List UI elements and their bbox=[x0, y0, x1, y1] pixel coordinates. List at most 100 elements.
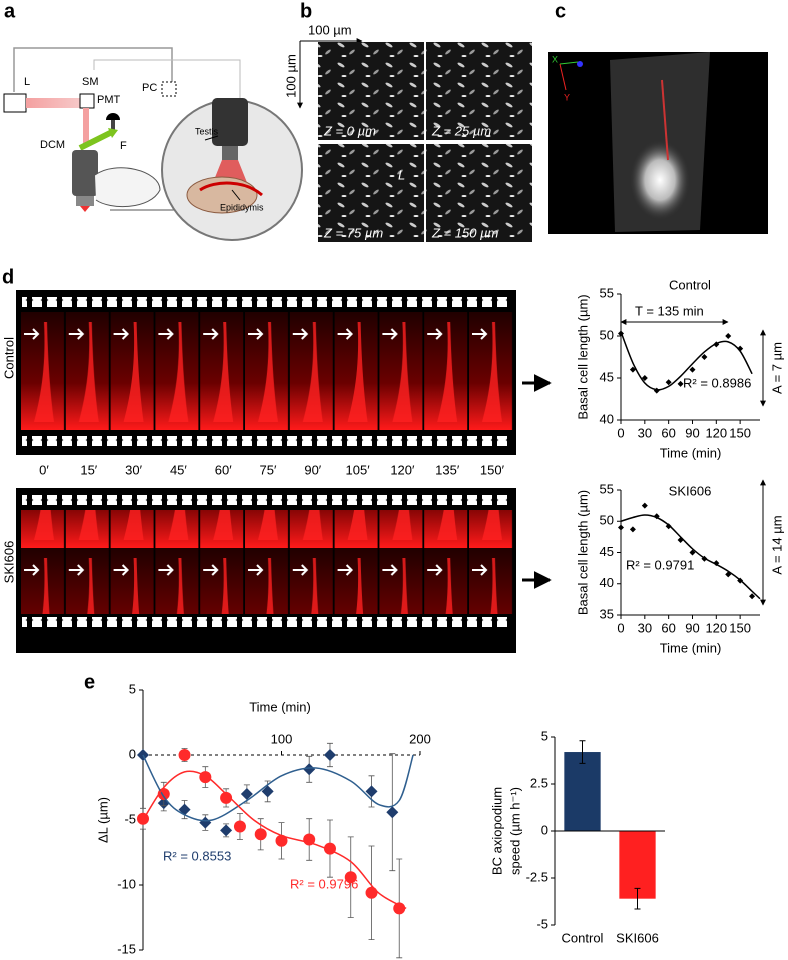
fit-line bbox=[620, 514, 761, 600]
data-point bbox=[689, 366, 696, 373]
x-tick-label: Control bbox=[562, 930, 604, 945]
x-tick-label: 150 bbox=[729, 620, 751, 635]
panel-label: d bbox=[2, 266, 14, 288]
x-tick-label: 120 bbox=[705, 620, 727, 635]
data-point bbox=[233, 820, 246, 833]
data-point bbox=[254, 828, 267, 841]
x-axis-label: Time (min) bbox=[249, 699, 311, 714]
diagram-label: SM bbox=[82, 76, 99, 88]
axis-letter: X bbox=[552, 54, 558, 64]
y-tick-label: 45 bbox=[600, 544, 614, 559]
data-point bbox=[178, 749, 191, 761]
diagram-label: Testis bbox=[195, 126, 219, 136]
data-point bbox=[199, 771, 212, 784]
data-point bbox=[393, 902, 406, 915]
tile-label: Z = 25 µm bbox=[431, 123, 491, 138]
y-axis-label: Basal cell length (µm) bbox=[575, 490, 590, 615]
y-tick-label: 0 bbox=[129, 746, 136, 761]
y-tick-label: 50 bbox=[600, 513, 614, 528]
data-point bbox=[220, 791, 233, 804]
data-point bbox=[365, 785, 378, 798]
y-tick-label: 5 bbox=[129, 681, 136, 696]
error-bar bbox=[579, 740, 586, 764]
data-point bbox=[303, 763, 316, 776]
x-tick-label: 150 bbox=[729, 425, 751, 440]
fit-line bbox=[142, 770, 407, 910]
scale-label: 100 µm bbox=[308, 22, 352, 37]
y-tick-label: 0 bbox=[541, 822, 548, 837]
panel-label: b bbox=[300, 0, 312, 22]
image-3d-content bbox=[559, 52, 710, 232]
scale-label: 100 µm bbox=[283, 54, 298, 98]
y-tick-label: 50 bbox=[600, 327, 614, 342]
data-point bbox=[629, 366, 636, 373]
data-point bbox=[701, 354, 708, 360]
x-tick-label: 200 bbox=[409, 731, 431, 746]
y-tick-label: -15 bbox=[117, 941, 136, 956]
fit-line bbox=[142, 754, 414, 822]
image-tile bbox=[318, 144, 424, 242]
x-tick-label: 120 bbox=[705, 425, 727, 440]
y-axis-label: speed (µm h⁻¹) bbox=[507, 787, 522, 875]
time-label: 45′ bbox=[170, 462, 187, 477]
tile-label: Z = 150 µm bbox=[431, 225, 499, 240]
time-label: 60′ bbox=[215, 462, 232, 477]
data-point bbox=[323, 749, 336, 761]
y-axis-label: Basal cell length (µm) bbox=[575, 294, 590, 419]
diagram-label: PMT bbox=[97, 94, 121, 106]
film-strip bbox=[16, 290, 516, 455]
time-label: 30′ bbox=[125, 462, 142, 477]
data-point bbox=[240, 788, 253, 800]
x-tick-label: 30 bbox=[638, 425, 652, 440]
data-point bbox=[220, 824, 233, 837]
time-label: 135′ bbox=[435, 462, 460, 477]
tile-label: L bbox=[398, 167, 405, 182]
time-label: 90′ bbox=[304, 462, 321, 477]
y-tick-label: 40 bbox=[600, 575, 614, 590]
image-tile bbox=[318, 42, 424, 140]
chart-title: SKI606 bbox=[669, 483, 712, 498]
time-label: 15′ bbox=[80, 462, 97, 477]
annotation: R² = 0.8553 bbox=[163, 848, 231, 863]
data-point bbox=[629, 526, 636, 533]
annotation: R² = 0.8986 bbox=[683, 375, 751, 390]
axis-letter: Y bbox=[564, 92, 570, 102]
y-tick-label: -2.5 bbox=[526, 869, 548, 884]
image-tile bbox=[426, 144, 532, 242]
film-strip bbox=[16, 488, 516, 653]
tile-label: Z = 0 µm bbox=[323, 123, 376, 138]
panel-label: e bbox=[84, 671, 95, 693]
x-tick-label: 60 bbox=[661, 620, 675, 635]
time-label: 150′ bbox=[480, 462, 505, 477]
data-point bbox=[641, 502, 648, 509]
y-tick-label: -10 bbox=[117, 876, 136, 891]
x-tick-label: 0 bbox=[617, 425, 624, 440]
diagram-label: Epididymis bbox=[220, 202, 264, 212]
x-axis-label: Time (min) bbox=[660, 445, 722, 460]
data-point bbox=[665, 379, 672, 386]
data-point bbox=[199, 816, 212, 829]
annotation: R² = 0.9791 bbox=[626, 557, 694, 572]
annotation: T = 135 min bbox=[635, 303, 704, 318]
data-point bbox=[749, 593, 756, 600]
strip-label: SKI606 bbox=[1, 541, 16, 584]
data-point bbox=[178, 803, 191, 816]
time-label: 105′ bbox=[346, 462, 371, 477]
diagram-label: DCM bbox=[40, 139, 65, 151]
data-point bbox=[261, 785, 274, 798]
bar bbox=[619, 831, 656, 899]
annotation: A = 14 µm bbox=[769, 515, 784, 574]
data-point bbox=[275, 834, 288, 847]
y-axis-label: ΔL (µm) bbox=[95, 797, 110, 843]
y-tick-label: 40 bbox=[600, 411, 614, 426]
strip-label: Control bbox=[1, 337, 16, 379]
y-tick-label: 45 bbox=[600, 369, 614, 384]
diagram-label: PC bbox=[142, 82, 157, 94]
x-tick-label: 60 bbox=[661, 425, 675, 440]
data-point bbox=[653, 387, 660, 394]
y-axis-label: BC axiopodium bbox=[489, 787, 504, 875]
annotation: R² = 0.9796 bbox=[290, 876, 358, 891]
diagram-label: L bbox=[24, 76, 30, 88]
panel-label: c bbox=[555, 0, 566, 22]
